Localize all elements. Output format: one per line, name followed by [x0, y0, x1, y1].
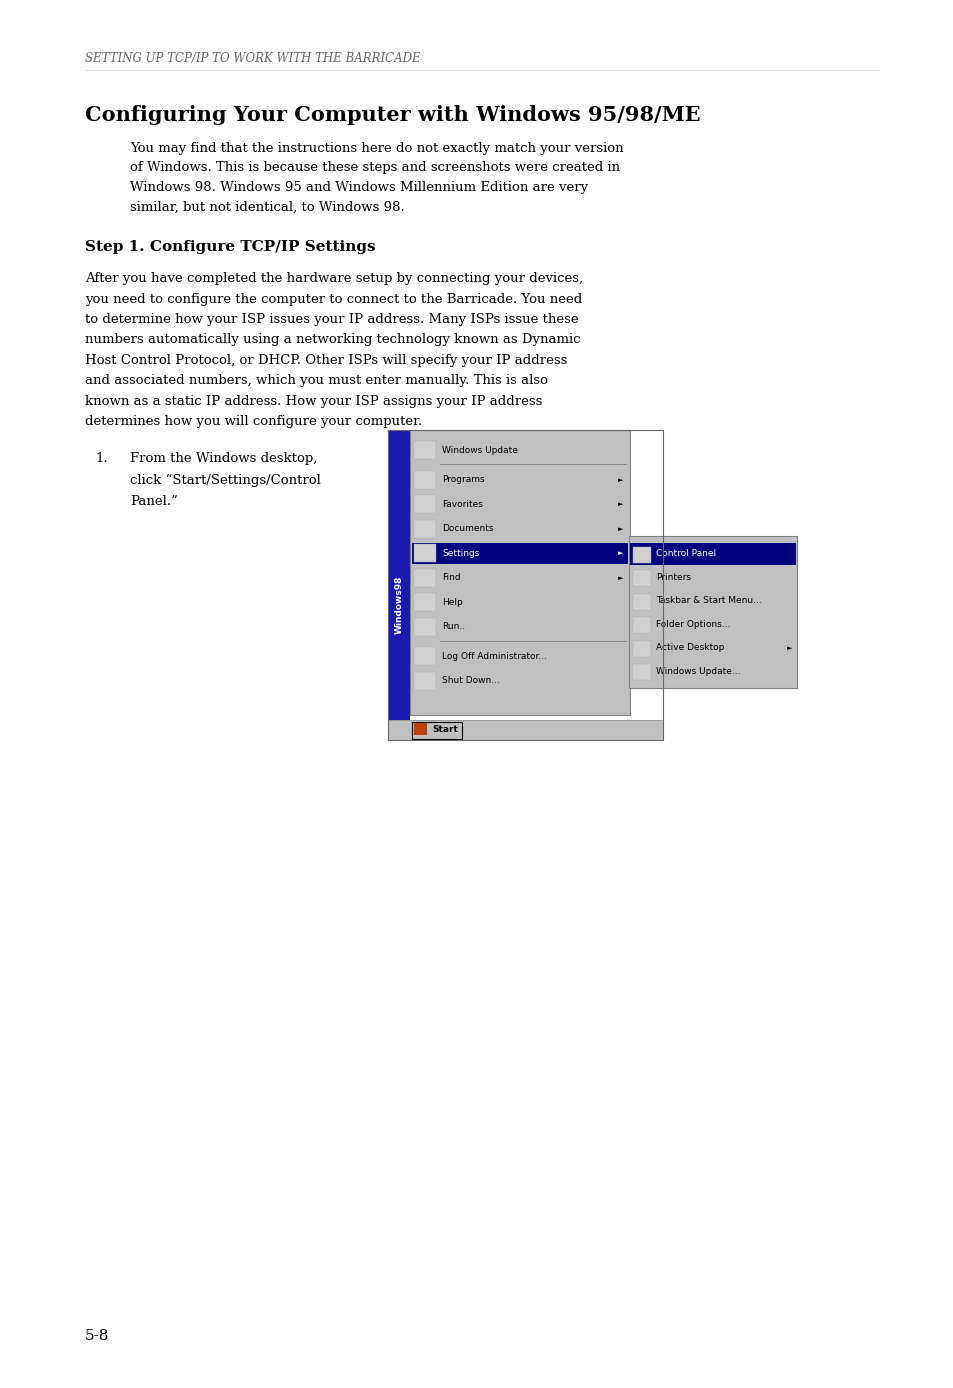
- Bar: [633, 641, 650, 657]
- Bar: [388, 430, 662, 740]
- Text: After you have completed the hardware setup by connecting your devices,: After you have completed the hardware se…: [85, 272, 582, 285]
- Bar: [628, 536, 796, 688]
- Bar: [414, 647, 436, 665]
- Text: 1.: 1.: [95, 452, 108, 465]
- Text: Windows Update: Windows Update: [441, 446, 517, 455]
- Point: [434, 633, 445, 650]
- Text: You may find that the instructions here do not exactly match your version: You may find that the instructions here …: [130, 142, 623, 155]
- Bar: [414, 496, 436, 514]
- Bar: [468, 722, 483, 738]
- Bar: [412, 543, 627, 564]
- Text: known as a static IP address. How your ISP assigns your IP address: known as a static IP address. How your I…: [85, 396, 542, 408]
- Text: Panel.”: Panel.”: [130, 496, 177, 508]
- Text: similar, but not identical, to Windows 98.: similar, but not identical, to Windows 9…: [130, 200, 404, 214]
- Text: ►: ►: [786, 645, 792, 651]
- Text: Windows98: Windows98: [395, 576, 403, 634]
- Bar: [412, 722, 461, 738]
- Text: Shut Down...: Shut Down...: [441, 676, 499, 686]
- Text: determines how you will configure your computer.: determines how you will configure your c…: [85, 415, 422, 429]
- Bar: [633, 618, 650, 633]
- Text: Control Panel: Control Panel: [656, 550, 716, 558]
- Bar: [633, 665, 650, 680]
- Text: and associated numbers, which you must enter manually. This is also: and associated numbers, which you must e…: [85, 375, 547, 387]
- Text: ►: ►: [618, 501, 622, 507]
- Text: Taskbar & Start Menu...: Taskbar & Start Menu...: [656, 597, 760, 605]
- Text: Start: Start: [432, 726, 457, 734]
- Text: Step 1. Configure TCP/IP Settings: Step 1. Configure TCP/IP Settings: [85, 240, 375, 254]
- Point: [619, 633, 631, 650]
- Bar: [414, 618, 436, 636]
- Point: [434, 457, 445, 473]
- Text: Find: Find: [441, 573, 460, 582]
- Text: Favorites: Favorites: [441, 500, 482, 509]
- Bar: [414, 672, 436, 690]
- Text: 5-8: 5-8: [85, 1328, 110, 1344]
- Text: you need to configure the computer to connect to the Barricade. You need: you need to configure the computer to co…: [85, 293, 581, 305]
- Bar: [629, 543, 795, 565]
- Text: Configuring Your Computer with Windows 95/98/ME: Configuring Your Computer with Windows 9…: [85, 105, 700, 125]
- Bar: [388, 430, 410, 720]
- Text: ►: ►: [618, 550, 622, 557]
- Text: Windows Update...: Windows Update...: [656, 666, 740, 676]
- Text: click “Start/Settings/Control: click “Start/Settings/Control: [130, 473, 320, 487]
- Text: Settings: Settings: [441, 548, 478, 558]
- Text: ►: ►: [618, 526, 622, 532]
- Text: ►: ►: [618, 575, 622, 580]
- Text: ►: ►: [618, 476, 622, 483]
- Bar: [414, 519, 436, 537]
- Bar: [388, 720, 662, 740]
- Text: SETTING UP TCP/IP TO WORK WITH THE BARRICADE: SETTING UP TCP/IP TO WORK WITH THE BARRI…: [85, 51, 420, 65]
- Bar: [410, 430, 629, 715]
- Bar: [414, 471, 436, 489]
- Text: Folder Options...: Folder Options...: [656, 620, 730, 629]
- Bar: [414, 593, 436, 611]
- Text: Documents: Documents: [441, 525, 493, 533]
- Text: Host Control Protocol, or DHCP. Other ISPs will specify your IP address: Host Control Protocol, or DHCP. Other IS…: [85, 354, 567, 366]
- Bar: [633, 594, 650, 609]
- Text: Run..: Run..: [441, 622, 465, 632]
- Bar: [414, 723, 427, 736]
- Text: Help: Help: [441, 598, 462, 607]
- Text: From the Windows desktop,: From the Windows desktop,: [130, 452, 317, 465]
- Text: numbers automatically using a networking technology known as Dynamic: numbers automatically using a networking…: [85, 333, 579, 347]
- Text: Log Off Administrator...: Log Off Administrator...: [441, 652, 546, 661]
- Point: [619, 457, 631, 473]
- Bar: [633, 570, 650, 586]
- Bar: [414, 544, 436, 562]
- Text: Active Desktop: Active Desktop: [656, 643, 723, 652]
- Bar: [633, 547, 650, 562]
- Bar: [414, 569, 436, 587]
- Text: of Windows. This is because these steps and screenshots were created in: of Windows. This is because these steps …: [130, 161, 619, 175]
- Text: Programs: Programs: [441, 475, 484, 484]
- Text: Printers: Printers: [656, 573, 690, 582]
- Text: to determine how your ISP issues your IP address. Many ISPs issue these: to determine how your ISP issues your IP…: [85, 314, 578, 326]
- Text: Windows 98. Windows 95 and Windows Millennium Edition are very: Windows 98. Windows 95 and Windows Mille…: [130, 180, 587, 194]
- Bar: [414, 441, 436, 459]
